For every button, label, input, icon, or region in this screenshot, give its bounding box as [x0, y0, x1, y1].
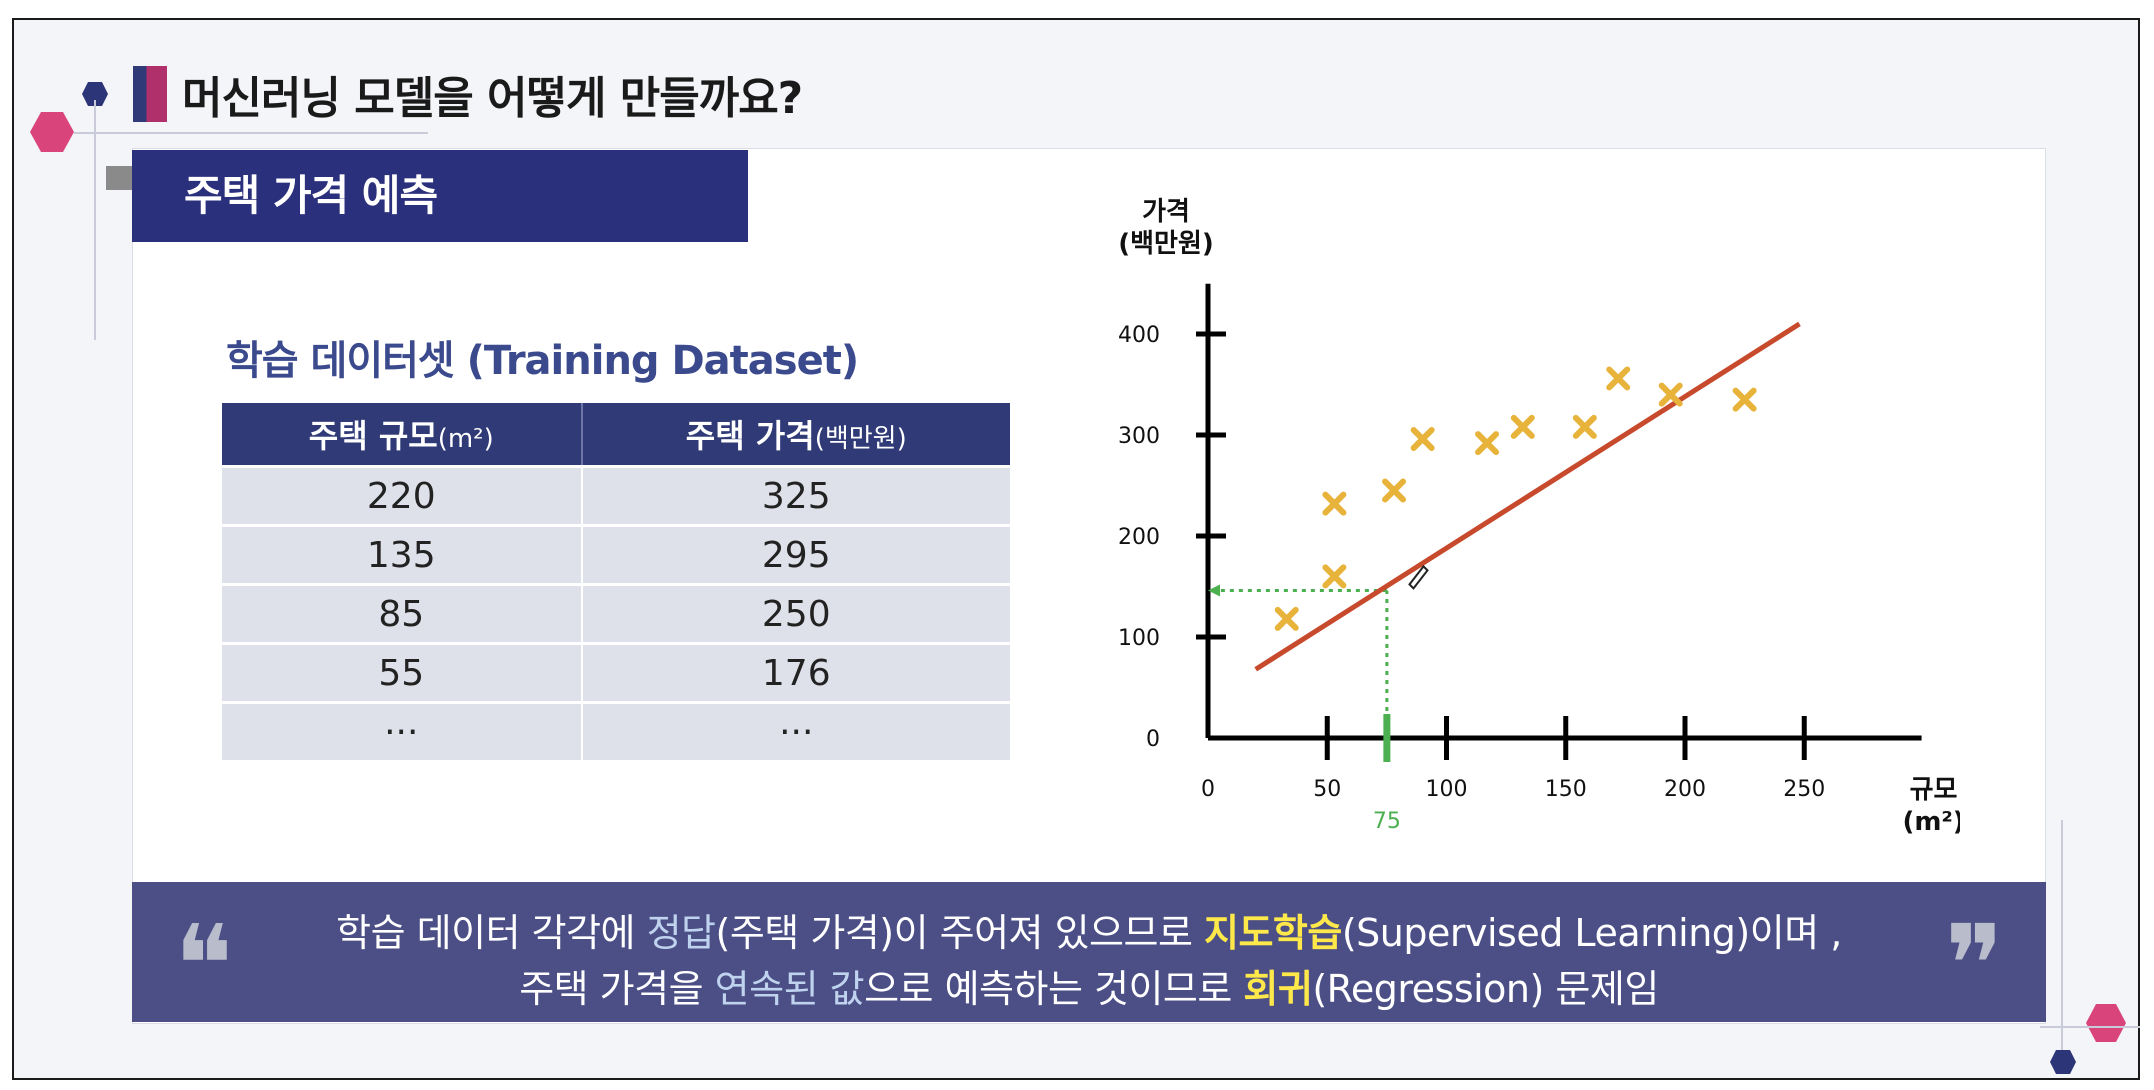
- quote-bar: ❝ ❞ 학습 데이터 각각에 정답(주택 가격)이 주어져 있으므로 지도학습(…: [132, 882, 2046, 1022]
- training-table: 주택 규모(m²) 주택 가격(백만원) 220 325 135 295 85 …: [222, 403, 1010, 760]
- table-row: ··· ···: [222, 701, 1010, 760]
- x-tick-label: 250: [1783, 777, 1825, 802]
- data-point: [1322, 564, 1347, 589]
- decorative-line: [2061, 820, 2063, 1050]
- quote-text: 학습 데이터 각각에: [336, 911, 647, 955]
- x-tick-label: 0: [1201, 777, 1215, 802]
- table-row: 135 295: [222, 524, 1010, 585]
- header-label: 주택 가격: [685, 417, 815, 455]
- table-header-row: 주택 규모(m²) 주택 가격(백만원): [222, 403, 1010, 467]
- title-marker: [133, 66, 167, 122]
- x-axis-label: 규모: [1910, 775, 1958, 805]
- dataset-title: 학습 데이터셋 (Training Dataset): [226, 338, 859, 384]
- y-tick-label: 100: [1118, 626, 1160, 651]
- header-label: 주택 규모: [308, 417, 438, 455]
- quote-text: (주택 가격)이 주어져 있으므로: [715, 911, 1205, 955]
- hexagon-decoration: [2050, 1050, 2076, 1074]
- table-row: 85 250: [222, 583, 1010, 644]
- table-row: 55 176: [222, 642, 1010, 703]
- data-point: [1322, 491, 1347, 516]
- data-point: [1572, 414, 1597, 439]
- table-cell: 250: [581, 583, 1010, 644]
- scatter-chart: 0 100 200 300 400 0 50 100 150 200 250 가격(백만원) 규모(m²…: [1118, 197, 1960, 837]
- hexagon-decoration: [2086, 1004, 2126, 1042]
- quote-text: 으로 예측하는 것이므로: [864, 967, 1244, 1011]
- hexagon-decoration: [30, 112, 74, 152]
- data-point: [1510, 414, 1535, 439]
- quote-line-2: 주택 가격을 연속된 값으로 예측하는 것이므로 회귀(Regression) …: [132, 958, 2046, 1013]
- close-quote-icon: ❞: [1944, 901, 2004, 1029]
- open-quote-icon: ❝: [174, 901, 234, 1029]
- quote-text: (Regression) 문제임: [1312, 967, 1659, 1011]
- header-unit: (m²): [437, 424, 494, 454]
- data-point: [1274, 606, 1299, 631]
- table-cell: 135: [222, 524, 583, 585]
- quote-highlight: 정답: [646, 911, 716, 955]
- data-point: [1475, 431, 1500, 456]
- pen-cursor-icon: [1408, 564, 1429, 590]
- data-point: [1606, 366, 1631, 391]
- table-cell: 176: [581, 642, 1010, 703]
- y-tick-label: 0: [1146, 727, 1160, 752]
- table-cell: ···: [581, 701, 1010, 760]
- x-tick-label: 50: [1313, 777, 1341, 802]
- section-tab: 주택 가격 예측: [132, 150, 748, 242]
- quote-text: (Supervised Learning)이며 ,: [1341, 911, 1842, 955]
- quote-line-1: 학습 데이터 각각에 정답(주택 가격)이 주어져 있으므로 지도학습(Supe…: [132, 902, 2046, 957]
- slide-title: 머신러닝 모델을 어떻게 만들까요?: [182, 73, 803, 124]
- table-header-size: 주택 규모(m²): [222, 403, 583, 467]
- table-header-price: 주택 가격(백만원): [581, 403, 1010, 467]
- table-cell: 55: [222, 642, 583, 703]
- y-axis-label: 가격: [1142, 197, 1190, 227]
- table-cell: 85: [222, 583, 583, 644]
- decorative-line: [94, 100, 96, 340]
- regression-line: [1254, 321, 1801, 672]
- table-cell: 295: [581, 524, 1010, 585]
- prediction-arrowhead: [1208, 584, 1220, 597]
- y-axis-unit: (백만원): [1118, 229, 1214, 259]
- table-cell: 325: [581, 465, 1010, 526]
- y-tick-label: 400: [1118, 323, 1160, 348]
- data-point: [1410, 427, 1435, 452]
- table-cell: ···: [222, 701, 583, 760]
- data-point: [1732, 387, 1757, 412]
- decorative-line: [2040, 1026, 2140, 1028]
- header-unit: (백만원): [814, 424, 907, 454]
- x-axis-unit: (m²): [1902, 807, 1960, 837]
- hexagon-decoration: [82, 82, 108, 106]
- prediction-x-label: 75: [1373, 809, 1401, 834]
- x-tick-label: 200: [1664, 777, 1706, 802]
- table-cell: 220: [222, 465, 583, 526]
- title-underline: [74, 132, 428, 134]
- data-point: [1658, 382, 1683, 407]
- quote-highlight: 연속된 값: [714, 967, 865, 1011]
- table-row: 220 325: [222, 465, 1010, 526]
- data-point: [1382, 478, 1407, 503]
- quote-highlight: 지도학습: [1204, 911, 1342, 955]
- quote-highlight: 회귀: [1243, 967, 1313, 1011]
- x-tick-label: 100: [1426, 777, 1468, 802]
- quote-text: 주택 가격을: [519, 967, 715, 1011]
- x-tick-label: 150: [1545, 777, 1587, 802]
- y-tick-label: 300: [1118, 424, 1160, 449]
- y-tick-label: 200: [1118, 525, 1160, 550]
